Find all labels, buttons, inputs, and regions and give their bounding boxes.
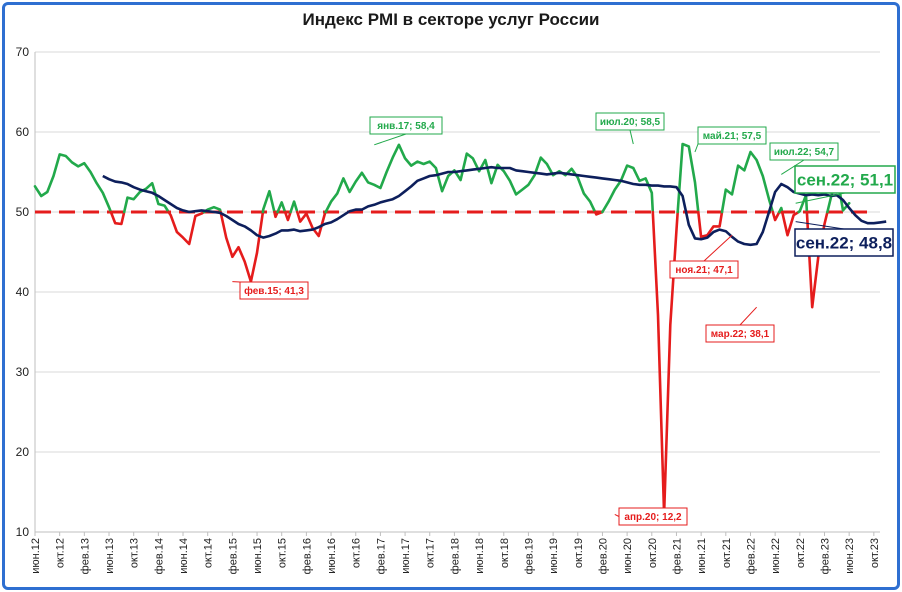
x-tick-label: фев.23 xyxy=(819,538,831,574)
x-tick-label: июн.20 xyxy=(622,538,634,574)
x-tick-label: фев.13 xyxy=(79,538,91,574)
annotation-box xyxy=(794,228,894,257)
pmi-series-below-50 xyxy=(780,210,800,237)
annotation-box xyxy=(618,507,688,526)
annotation-box xyxy=(369,116,443,135)
x-tick-label: окт.15 xyxy=(277,538,289,568)
pmi-series-below-50 xyxy=(167,210,206,246)
pmi-series-below-50 xyxy=(651,210,680,516)
annotation-label: июл.20; 58,5 xyxy=(600,117,661,128)
x-tick-label: июн.16 xyxy=(326,538,338,574)
pmi-series-below-50 xyxy=(805,210,829,309)
annotation-label: мар.22; 38,1 xyxy=(711,329,770,340)
pmi-series-above-50 xyxy=(601,164,655,214)
annotation-leader xyxy=(739,306,758,326)
annotation-box xyxy=(239,281,309,300)
pmi-series-below-50 xyxy=(771,210,781,222)
pmi-series-below-50 xyxy=(295,210,328,238)
annotation-box xyxy=(595,112,665,131)
x-tick-label: июн.23 xyxy=(844,538,856,574)
x-tick-label: июн.15 xyxy=(252,538,264,574)
x-tick-label: июн.19 xyxy=(548,538,560,574)
annotation-label: сен.22; 51,1 xyxy=(797,171,893,190)
y-tick-label: 60 xyxy=(16,125,30,139)
pmi-series-above-50 xyxy=(797,193,809,214)
x-tick-label: июн.13 xyxy=(104,538,116,574)
pmi-series-above-50 xyxy=(777,206,784,214)
annotation-leader xyxy=(795,192,846,204)
x-tick-label: фев.19 xyxy=(523,538,535,574)
pmi-series-above-50 xyxy=(122,181,170,214)
pmi-series-below-50 xyxy=(696,210,724,239)
pmi-series-above-50 xyxy=(676,142,700,214)
x-tick-label: окт.21 xyxy=(721,538,733,568)
x-tick-label: фев.17 xyxy=(375,538,387,574)
y-tick-label: 10 xyxy=(16,525,30,539)
y-tick-label: 30 xyxy=(16,365,30,379)
annotation-leader xyxy=(795,221,845,230)
y-tick-label: 70 xyxy=(16,45,30,59)
x-tick-label: окт.17 xyxy=(425,538,437,568)
annotation-label: сен.22; 48,8 xyxy=(796,234,892,253)
pmi-series-below-50 xyxy=(593,210,604,216)
x-tick-label: июн.21 xyxy=(696,538,708,574)
annotation-box xyxy=(705,324,775,343)
annotation-label: апр.20; 12,2 xyxy=(624,512,682,523)
annotation-leader xyxy=(614,513,620,517)
pmi-series-below-50 xyxy=(109,210,126,226)
pmi-series-below-50 xyxy=(219,210,265,283)
annotation-label: май.21; 57,5 xyxy=(703,131,762,142)
pmi-series-below-50 xyxy=(283,210,292,222)
x-tick-label: окт.14 xyxy=(203,538,215,568)
x-tick-label: июн.18 xyxy=(474,538,486,574)
x-tick-label: фев.20 xyxy=(597,538,609,574)
annotation-leader xyxy=(629,129,634,145)
annotation-box xyxy=(669,260,739,279)
annotation-leader xyxy=(374,133,407,146)
x-tick-label: фев.15 xyxy=(227,538,239,574)
pmi-series-below-50 xyxy=(273,210,279,219)
annotation-box xyxy=(697,126,767,145)
annotation-box xyxy=(769,142,839,161)
y-tick-label: 20 xyxy=(16,445,30,459)
x-tick-label: фев.14 xyxy=(153,538,165,574)
pmi-series-above-50 xyxy=(276,201,287,214)
x-tick-label: фев.18 xyxy=(449,538,461,574)
x-tick-label: июн.12 xyxy=(30,538,42,574)
x-tick-label: окт.22 xyxy=(795,538,807,568)
annotation-box xyxy=(794,165,896,194)
x-tick-label: фев.22 xyxy=(745,538,757,574)
pmi-series-above-50 xyxy=(33,153,113,214)
x-tick-label: окт.18 xyxy=(499,538,511,568)
annotation-label: ноя.21; 47,1 xyxy=(675,265,733,276)
annotation-leader xyxy=(694,143,699,153)
pmi-series-above-50 xyxy=(720,150,775,214)
pmi-series-above-50 xyxy=(324,143,597,214)
x-tick-label: фев.16 xyxy=(301,538,313,574)
pmi-moving-average-line xyxy=(102,165,887,247)
annotation-label: янв.17; 58,4 xyxy=(377,121,435,132)
x-tick-label: фев.21 xyxy=(671,538,683,574)
annotation-leader xyxy=(703,234,733,262)
x-tick-label: окт.13 xyxy=(129,538,141,568)
pmi-series-above-50 xyxy=(289,200,299,214)
x-tick-label: июн.17 xyxy=(400,538,412,574)
chart-title: Индекс PMI в секторе услуг России xyxy=(302,10,600,29)
x-tick-label: окт.16 xyxy=(351,538,363,568)
annotation-label: фев.15; 41,3 xyxy=(244,285,304,297)
x-tick-label: окт.12 xyxy=(55,538,67,568)
y-tick-label: 50 xyxy=(16,205,30,219)
x-tick-label: окт.20 xyxy=(647,538,659,568)
x-tick-label: июн.22 xyxy=(770,538,782,574)
x-tick-label: окт.19 xyxy=(573,538,585,568)
pmi-series-above-50 xyxy=(261,189,276,214)
y-tick-label: 40 xyxy=(16,285,30,299)
annotation-leader xyxy=(781,159,805,175)
x-tick-label: окт.23 xyxy=(869,538,881,568)
x-tick-label: июн.14 xyxy=(178,538,190,574)
annotation-label: июл.22; 54,7 xyxy=(774,147,835,158)
